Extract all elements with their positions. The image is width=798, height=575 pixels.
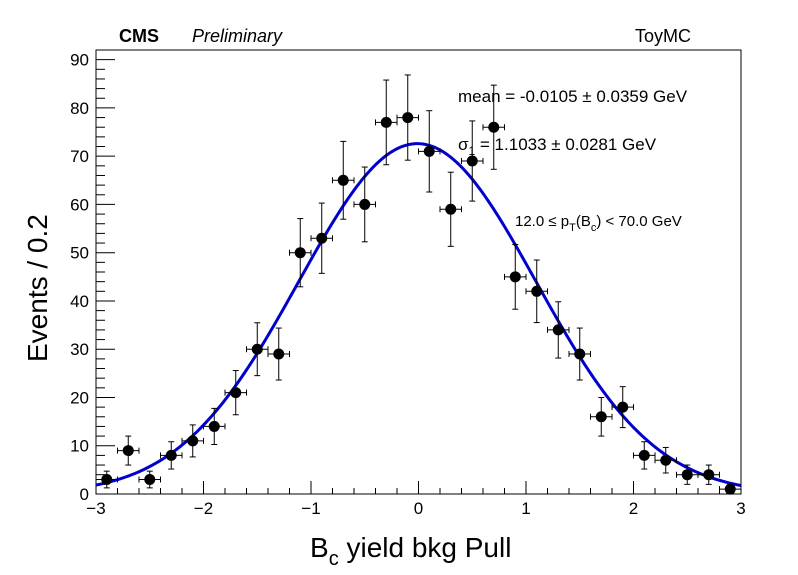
data-point — [203, 407, 226, 445]
x-title-base: B — [310, 532, 329, 563]
data-point — [95, 470, 118, 489]
data-marker — [208, 420, 220, 432]
data-point — [719, 483, 742, 495]
data-point — [246, 322, 269, 377]
data-point — [224, 370, 247, 416]
data-point — [439, 171, 462, 247]
data-point — [461, 120, 484, 202]
x-tick-label: −3 — [86, 499, 105, 518]
data-point — [289, 218, 312, 288]
experiment-label: CMS — [119, 26, 159, 46]
data-point — [181, 424, 204, 458]
data-point — [267, 327, 290, 381]
sigma-annotation: σ1 = 1.1033 ± 0.0281 GeV — [458, 135, 657, 158]
y-axis-title: Events / 0.2 — [22, 214, 53, 362]
data-point — [525, 259, 548, 324]
y-tick-label: 50 — [70, 244, 89, 263]
y-tick-label: 60 — [70, 195, 89, 214]
x-title-rest: yield bkg Pull — [339, 532, 512, 563]
x-axis: −3 −2 −1 0 1 2 3 — [86, 481, 746, 518]
x-tick-label: 0 — [414, 499, 423, 518]
x-axis-title: Bc yield bkg Pull — [310, 532, 511, 570]
data-marker — [101, 474, 113, 486]
sigma-subscript: 1 — [469, 144, 476, 158]
y-tick-label: 0 — [80, 485, 89, 504]
data-point — [611, 386, 634, 429]
y-axis: 0 10 20 30 40 50 60 70 80 90 — [70, 49, 115, 504]
data-marker — [509, 271, 521, 283]
pt-range-annotation: 12.0 ≤ pT(Bc) < 70.0 GeV — [515, 213, 682, 234]
data-marker — [703, 469, 715, 481]
data-marker — [595, 411, 607, 423]
data-point — [482, 84, 505, 170]
x-tick-label: 2 — [629, 499, 638, 518]
x-title-subscript: c — [329, 548, 339, 570]
y-tick-label: 90 — [70, 51, 89, 70]
data-marker — [187, 435, 199, 447]
sigma-symbol: σ — [458, 135, 469, 154]
data-point — [117, 435, 140, 466]
data-marker — [402, 112, 414, 124]
pt-high: ) < 70.0 GeV — [596, 213, 681, 230]
data-point — [697, 464, 720, 485]
data-point — [504, 243, 527, 310]
data-point — [547, 301, 570, 359]
data-marker — [466, 155, 478, 167]
data-marker — [617, 401, 629, 413]
data-marker — [165, 449, 177, 461]
data-marker — [337, 174, 349, 186]
y-tick-label: 40 — [70, 292, 89, 311]
mean-annotation: mean = -0.0105 ± 0.0359 GeV — [458, 87, 688, 106]
x-tick-label: 1 — [521, 499, 530, 518]
data-marker — [531, 285, 543, 297]
y-tick-label: 10 — [70, 437, 89, 456]
data-marker — [488, 121, 500, 133]
data-marker — [660, 454, 672, 466]
pt-subscript-t: T — [569, 222, 576, 234]
data-marker — [724, 483, 736, 495]
y-tick-label: 70 — [70, 147, 89, 166]
data-point — [332, 140, 355, 220]
data-points-layer — [95, 74, 742, 495]
sample-label: ToyMC — [635, 26, 691, 46]
sigma-value: = 1.1033 ± 0.0281 GeV — [475, 135, 657, 154]
data-point — [396, 74, 419, 161]
data-point — [138, 470, 161, 489]
y-tick-label: 80 — [70, 99, 89, 118]
data-marker — [316, 232, 328, 244]
data-marker — [251, 343, 263, 355]
pt-low: 12.0 ≤ p — [515, 213, 569, 230]
data-point — [353, 166, 376, 243]
data-marker — [681, 469, 693, 481]
x-tick-label: −1 — [301, 499, 320, 518]
data-marker — [294, 247, 306, 259]
data-marker — [122, 445, 134, 457]
status-label: Preliminary — [192, 26, 283, 46]
data-point — [568, 327, 591, 381]
data-point — [633, 441, 656, 470]
data-point — [676, 464, 699, 485]
data-point — [590, 396, 613, 437]
data-marker — [380, 116, 392, 128]
pt-subscript-c: c — [591, 222, 597, 234]
y-tick-label: 20 — [70, 388, 89, 407]
data-marker — [445, 203, 457, 215]
data-marker — [273, 348, 285, 360]
x-tick-label: −2 — [194, 499, 213, 518]
data-point — [654, 446, 677, 474]
data-marker — [638, 449, 650, 461]
y-tick-label: 30 — [70, 340, 89, 359]
data-marker — [230, 387, 242, 399]
data-point — [418, 110, 441, 193]
x-tick-label: 3 — [736, 499, 745, 518]
data-marker — [144, 474, 156, 486]
data-marker — [552, 324, 564, 336]
data-marker — [423, 145, 435, 157]
data-point — [160, 441, 183, 470]
data-marker — [359, 198, 371, 210]
data-marker — [574, 348, 586, 360]
data-point — [310, 202, 333, 274]
pt-mid: (B — [576, 213, 591, 230]
